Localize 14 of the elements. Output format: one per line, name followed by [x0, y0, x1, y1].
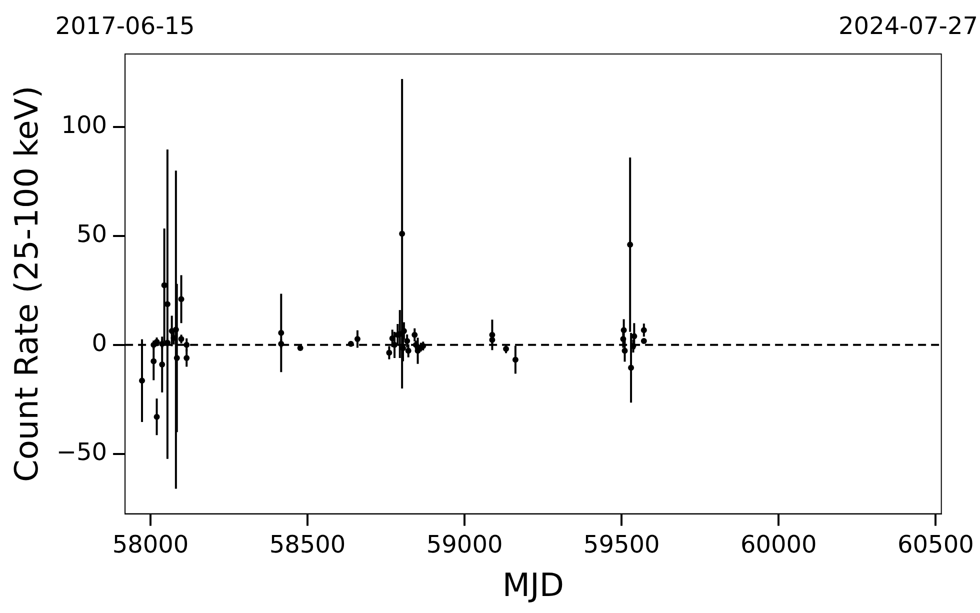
x-tick-label: 59500	[583, 530, 660, 558]
y-tick-label: −50	[56, 438, 108, 466]
y-axis-title: Count Rate (25-100 keV)	[8, 86, 46, 482]
text: 2017-06-15	[55, 12, 195, 40]
x-tick-label: 60500	[898, 530, 974, 558]
x-tick-label: 60000	[740, 530, 817, 558]
y-tick-label: 100	[61, 111, 108, 140]
x-tick-label: 58000	[112, 530, 189, 558]
x-axis-title: MJD	[502, 566, 564, 604]
x-tick-label: 59000	[426, 530, 503, 558]
y-tick-label: 0	[92, 329, 108, 358]
x-tick-label: 58500	[269, 530, 346, 558]
y-tick-label: 50	[76, 220, 108, 248]
text: 2024-07-27	[838, 12, 978, 40]
